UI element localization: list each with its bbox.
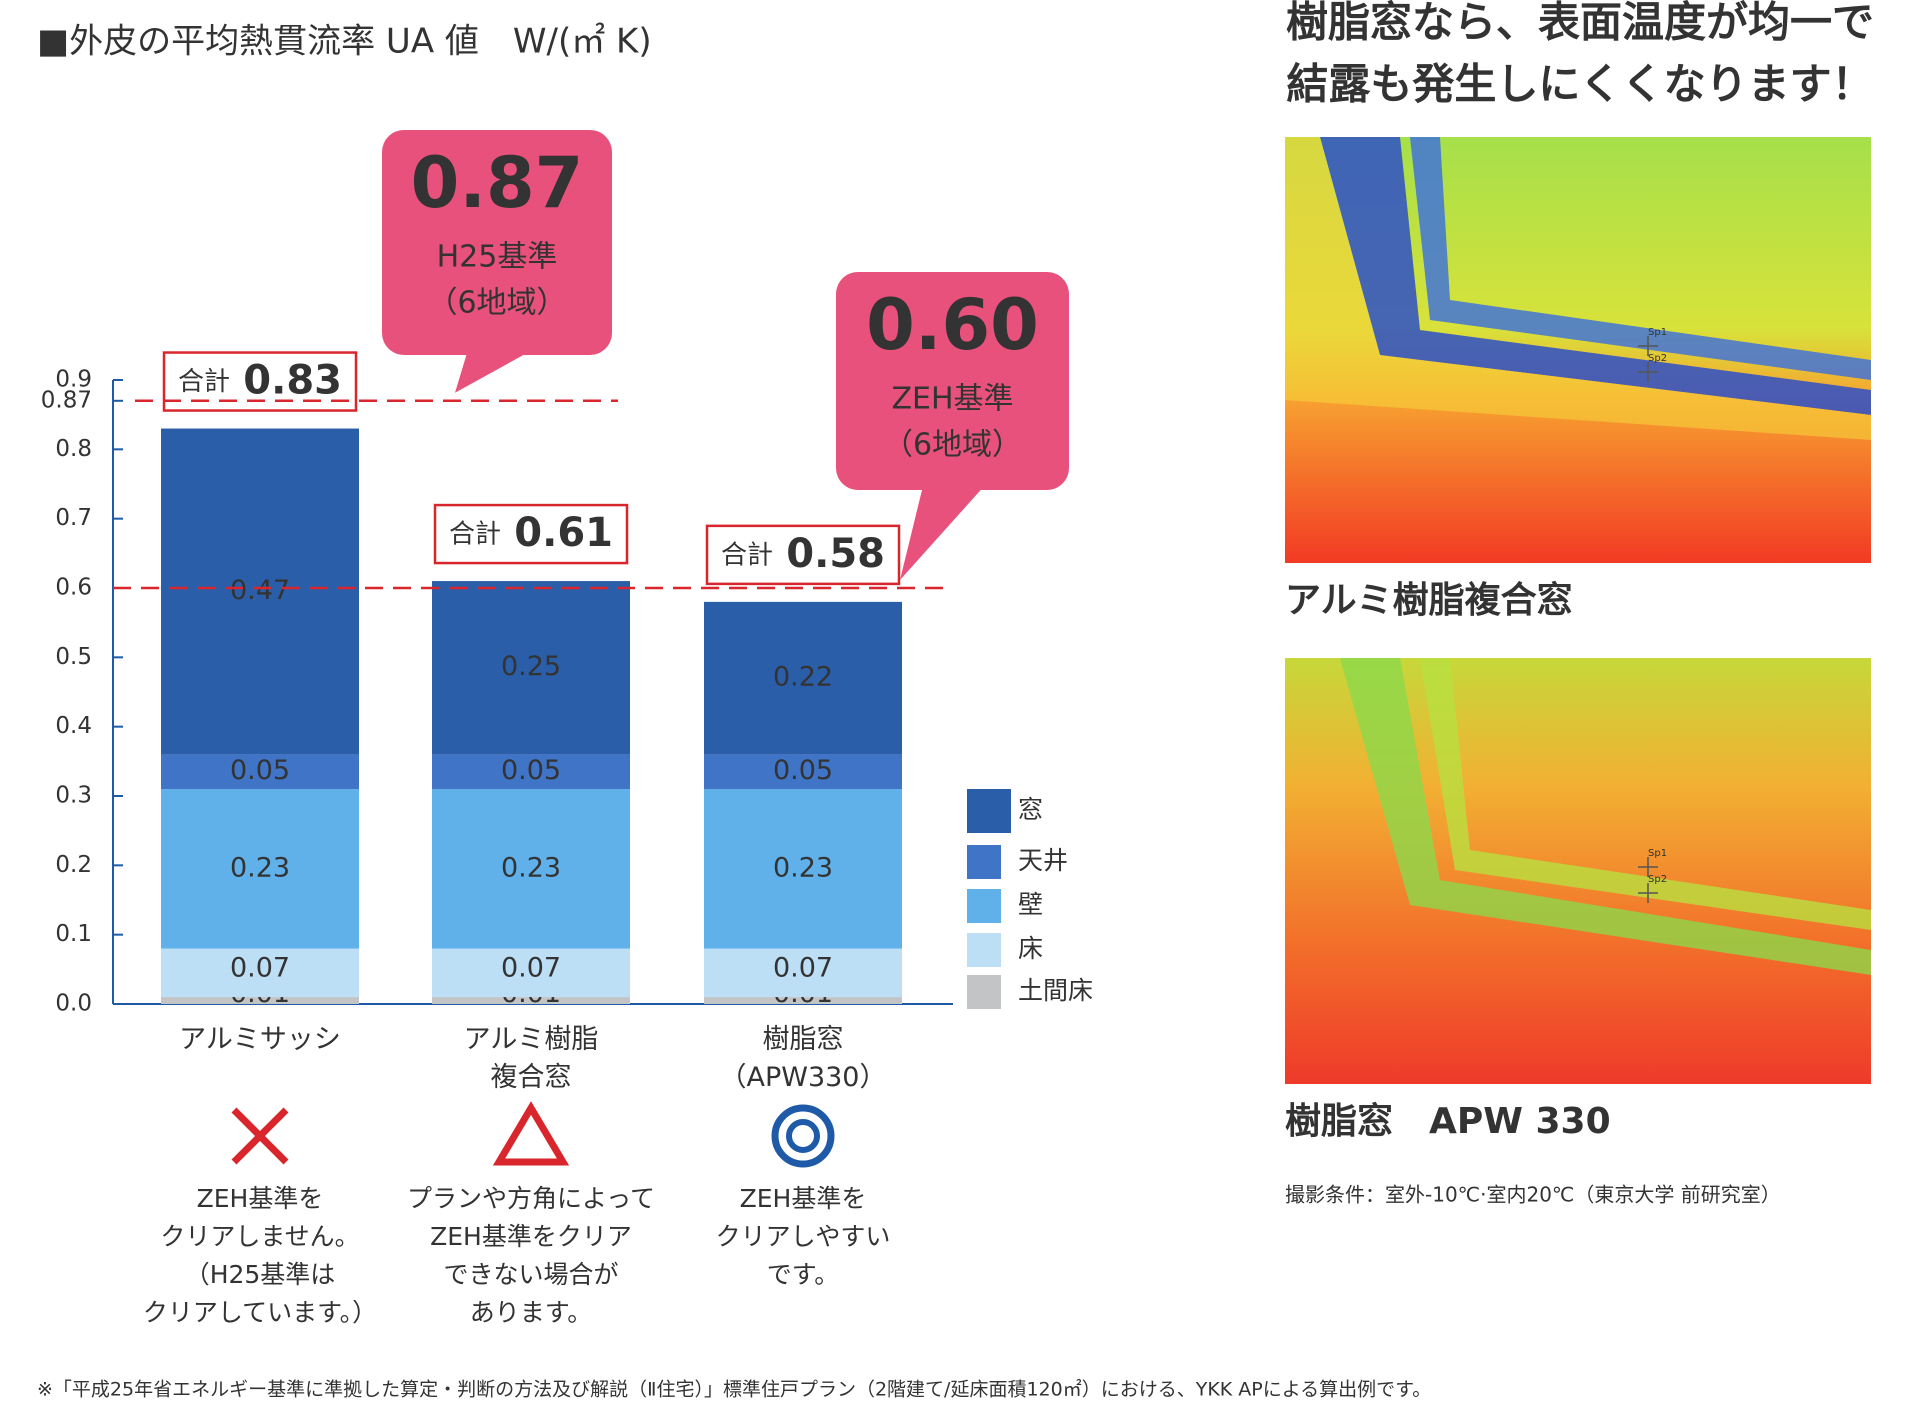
bar-segment: [161, 997, 359, 1004]
legend-swatch: [967, 975, 1001, 1009]
photo-conditions: 撮影条件：室外-10℃·室内20℃（東京大学 前研究室）: [1285, 1183, 1781, 1207]
segment-label: 0.05: [501, 755, 561, 786]
y-tick-label: 0.7: [55, 505, 92, 531]
legend-swatch: [967, 789, 1011, 833]
segment-label: 0.05: [773, 755, 833, 786]
total-value: 0.83: [243, 358, 342, 404]
verdict-circle: [786, 1119, 820, 1153]
segment-label: 0.07: [230, 952, 290, 983]
marker-label: Sp2: [1648, 874, 1667, 885]
bar-segment: [161, 754, 359, 790]
callout-box: [836, 272, 1069, 490]
bar-segment: [432, 581, 630, 755]
legend-swatch: [967, 933, 1001, 967]
bar-segment: [432, 997, 630, 1004]
legend-label: 壁: [1018, 890, 1043, 919]
segment-label: 0.23: [230, 852, 290, 883]
legend-label: 床: [1018, 934, 1043, 963]
bar-segment: [432, 948, 630, 998]
callout-pointer: [455, 353, 527, 393]
verdict-text: ZEH基準をクリアしやすいです。: [716, 1184, 891, 1289]
marker-cross: [1638, 857, 1658, 877]
y-tick-label: 0.9: [55, 367, 92, 393]
segment-label: 0.22: [773, 662, 833, 693]
total-prefix: 合計: [721, 540, 773, 570]
x-tick-label: アルミサッシ: [179, 1024, 341, 1055]
bar-segment: [704, 948, 902, 998]
bar-segment: [704, 997, 902, 1004]
segment-label: 0.07: [773, 952, 833, 983]
verdict-circle: [771, 1104, 835, 1168]
y-tick-label: 0.2: [55, 852, 92, 878]
callout-sublabel: （6地域）: [427, 286, 566, 321]
y-tick-label: 0.1: [55, 921, 92, 947]
legend-label: 天井: [1018, 846, 1068, 875]
callout-value: 0.87: [411, 142, 584, 224]
segment-label: 0.07: [501, 952, 561, 983]
segment-label: 0.25: [501, 651, 561, 682]
y-tick-label: 0.6: [55, 575, 92, 601]
y-tick-label: 0.3: [55, 783, 92, 809]
segment-label: 0.05: [230, 755, 290, 786]
photos-title: 樹脂窓なら、表面温度が均一で: [1286, 0, 1874, 47]
marker-cross: [1638, 336, 1658, 356]
verdict-cross: [231, 1107, 289, 1165]
footnote: ※「平成25年省エネルギー基準に準拠した算定・判断の方法及び解説（Ⅱ住宅）」標準…: [37, 1378, 1431, 1401]
frame-band: [1285, 137, 1871, 440]
y-tick-label: 0.8: [55, 436, 92, 462]
bar-segment: [161, 789, 359, 949]
y-tick-label: 0.0: [55, 991, 92, 1017]
photos-title: 結露も発生しにくくなります！: [1286, 60, 1873, 109]
callout-value: 0.60: [866, 284, 1039, 366]
callout-label: ZEH基準: [891, 382, 1013, 417]
segment-label: 0.47: [230, 575, 290, 606]
chart-title: ■外皮の平均熱貫流率 UA 値 W/(㎡ K): [37, 22, 652, 62]
bar-segment: [161, 428, 359, 755]
verdict-triangle: [492, 1101, 570, 1166]
photo-2: [1285, 658, 1871, 1084]
x-tick-label: 樹脂窓（APW330）: [720, 1024, 887, 1093]
x-tick-label: アルミ樹脂複合窓: [464, 1024, 599, 1093]
photo-1: [1285, 137, 1871, 563]
callout-sublabel: （6地域）: [883, 428, 1022, 463]
total-box: [705, 524, 901, 586]
y-tick-label: 0.4: [55, 713, 92, 739]
photo-caption: アルミ樹脂複合窓: [1285, 580, 1573, 621]
verdict-text: ZEH基準をクリアしません。（H25基準はクリアしています。）: [143, 1184, 377, 1327]
legend-swatch: [967, 889, 1001, 923]
legend-label: 土間床: [1018, 976, 1093, 1005]
callout-label: H25基準: [437, 240, 558, 275]
total-prefix: 合計: [449, 520, 501, 550]
segment-label: 0.23: [501, 852, 561, 883]
frame-band: [1420, 658, 1871, 930]
marker-label: Sp1: [1648, 848, 1667, 859]
legend-label: 窓: [1018, 795, 1043, 824]
callout-pointer: [900, 488, 983, 580]
bar-segment: [704, 754, 902, 790]
total-box: [433, 503, 629, 565]
total-value: 0.58: [786, 531, 885, 577]
frame-band: [1320, 137, 1871, 415]
bar-segment: [161, 948, 359, 998]
bar-segment: [432, 754, 630, 790]
photo-caption: 樹脂窓 APW 330: [1285, 1101, 1611, 1142]
y-tick-label: 0.5: [55, 644, 92, 670]
callout-box: [382, 130, 612, 355]
bar-segment: [704, 789, 902, 949]
verdict-text: プランや方角によって ZEH基準をクリアできない場合があります。: [407, 1184, 655, 1327]
segment-label: 0.23: [773, 852, 833, 883]
legend-swatch: [967, 845, 1001, 879]
y-tick-label: 0.87: [41, 387, 92, 413]
marker-label: Sp1: [1648, 327, 1667, 338]
bar-segment: [432, 789, 630, 949]
total-prefix: 合計: [178, 367, 230, 397]
marker-cross: [1638, 362, 1658, 382]
frame-band: [1410, 137, 1871, 380]
total-value: 0.61: [514, 510, 613, 556]
marker-label: Sp2: [1648, 353, 1667, 364]
marker-cross: [1638, 883, 1658, 903]
frame-band: [1340, 658, 1871, 975]
bar-segment: [704, 601, 902, 755]
